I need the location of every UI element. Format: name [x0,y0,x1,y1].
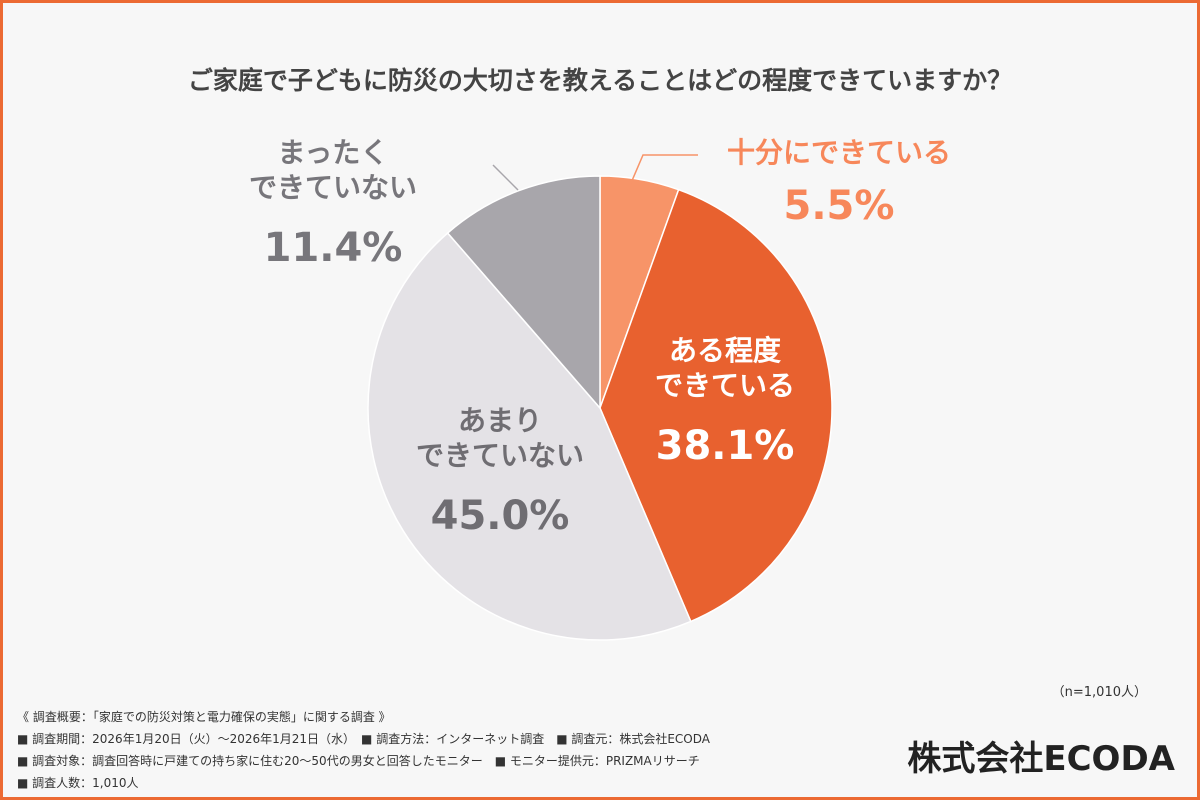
footnotes: 《 調査概要：「家庭での防災対策と電力確保の実態」に関する調査 》 ■ 調査期間：… [17,706,710,794]
footnote: ■ 調査期間：2026年1月20日（火）〜2026年1月21日（水） ■ 調査方… [17,732,710,746]
footnote: ■ 調査人数：1,010人 [17,776,139,790]
category-label: まったく できていない [248,136,418,204]
pie-slice [599,188,833,623]
chart-title: ご家庭で子どもに防災の大切さを教えることはどの程度できていますか？ [187,66,1013,95]
pie-slice [367,231,692,641]
chart [367,154,833,641]
leader-line [627,154,698,191]
footnote: 《 調査概要：「家庭での防災対策と電力確保の実態」に関する調査 》 [17,710,391,724]
value-label: 11.4% [263,225,403,271]
category-label: ある程度 できている [654,334,796,402]
brand: 株式会社ECODA [907,739,1175,779]
pie-slice [446,175,601,411]
value-label: 38.1% [655,423,795,469]
sample-note: （n=1,010人） [1051,685,1147,700]
value-label: 5.5% [783,183,895,229]
category-label: あまり できていない [415,404,585,472]
value-label: 45.0% [430,493,570,539]
leader-line [492,164,519,191]
footnote: ■ 調査対象：調査回答時に戸建ての持ち家に住む20〜50代の男女と回答したモニタ… [17,754,700,768]
category-label: 十分にできている [726,136,952,169]
